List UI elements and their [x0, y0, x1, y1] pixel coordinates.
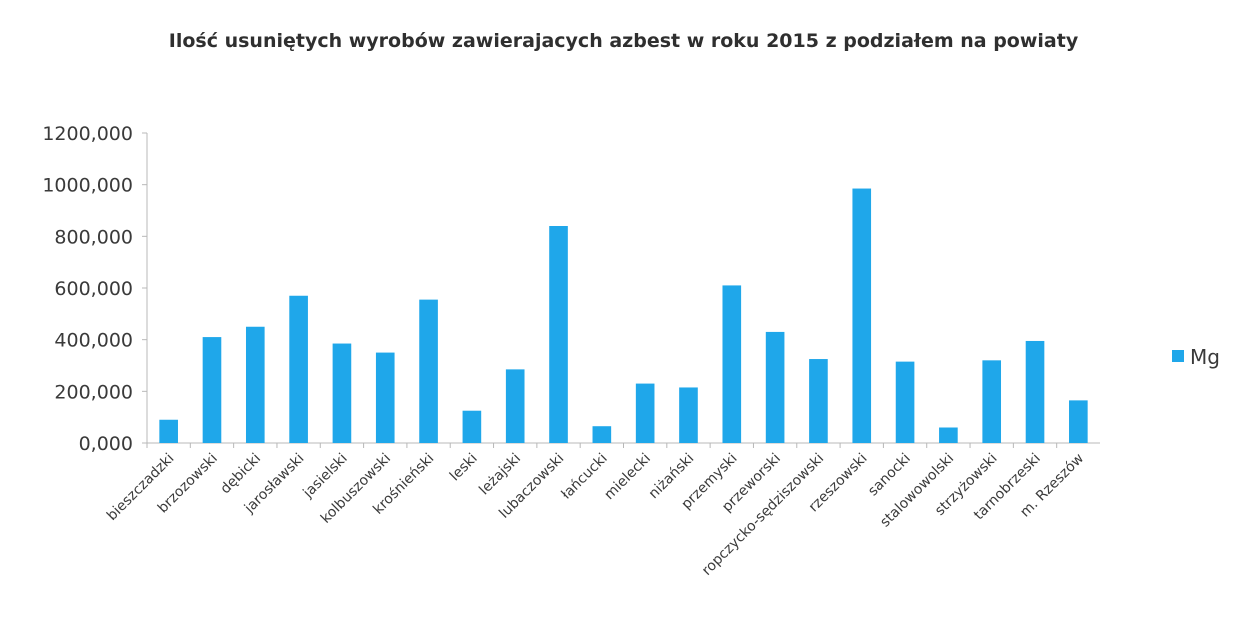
- x-axis: [146, 442, 1100, 448]
- bar-17: [852, 188, 872, 443]
- bar-3: [245, 326, 265, 443]
- y-tick-label: 0,000: [79, 433, 133, 455]
- bar-19: [939, 427, 958, 443]
- x-tick-label: leski: [447, 451, 481, 485]
- bar-1: [159, 419, 178, 443]
- y-tick-label: 600,000: [54, 278, 133, 300]
- x-tick-label: łańcucki: [559, 451, 611, 503]
- bar-15: [765, 331, 785, 443]
- bar-4: [289, 295, 308, 443]
- bar-22: [1069, 400, 1088, 443]
- legend-swatch: [1172, 350, 1184, 362]
- chart-title: Ilość usuniętych wyrobów zawierajacych a…: [168, 30, 1079, 52]
- bar-8: [462, 410, 482, 443]
- bar-21: [1025, 340, 1045, 443]
- legend: Mg: [1172, 345, 1220, 369]
- y-tick-label: 800,000: [54, 226, 133, 248]
- bar-13: [679, 387, 698, 443]
- bar-18: [895, 361, 915, 443]
- bar-2: [202, 337, 222, 443]
- bar-series: [159, 188, 1088, 443]
- bar-10: [549, 226, 568, 443]
- bar-14: [722, 285, 742, 443]
- bar-16: [809, 359, 828, 443]
- y-tick-label: 200,000: [54, 381, 133, 403]
- bar-12: [635, 383, 655, 443]
- bar-11: [592, 426, 612, 443]
- x-tick-label: mielecki: [601, 451, 654, 504]
- bar-9: [505, 369, 525, 443]
- y-axis: 0,000 200,000 400,000 600,000 800,000 1000,00…: [42, 123, 148, 455]
- category-labels: bieszczadzkibrzozowskidębickijarosławski…: [104, 451, 1087, 579]
- y-tick-label: 1200,000: [42, 123, 133, 145]
- y-tick-label: 1000,000: [42, 175, 133, 197]
- bar-20: [982, 360, 1002, 443]
- bar-5: [332, 343, 352, 443]
- bar-6: [375, 352, 395, 443]
- legend-label: Mg: [1190, 345, 1220, 369]
- y-tick-label: 400,000: [54, 330, 133, 352]
- bar-7: [419, 299, 438, 443]
